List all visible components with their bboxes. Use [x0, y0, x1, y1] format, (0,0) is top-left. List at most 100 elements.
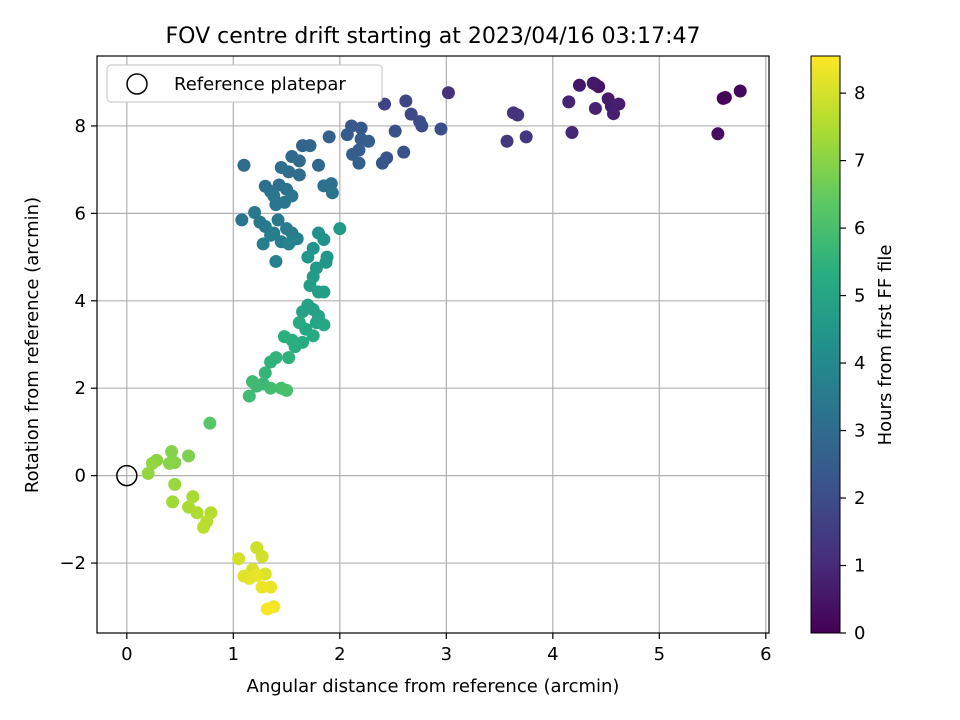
- data-point: [250, 568, 264, 582]
- data-point: [292, 168, 306, 182]
- data-point: [519, 130, 533, 144]
- data-point: [415, 119, 429, 133]
- y-tick-label: 8: [75, 116, 86, 137]
- data-point: [190, 506, 204, 520]
- colorbar-tick-label: 8: [854, 83, 865, 104]
- data-point: [500, 134, 514, 148]
- data-point: [733, 84, 747, 98]
- colorbar-tick-label: 1: [854, 556, 865, 577]
- y-tick-label: 2: [75, 378, 86, 399]
- data-point: [288, 340, 302, 354]
- colorbar-ticks: 0 1 2 3 4 5 6 7 8: [840, 83, 865, 644]
- data-point: [248, 205, 262, 219]
- x-tick-label: 2: [334, 644, 345, 665]
- x-tick-label: 6: [760, 644, 771, 665]
- data-point: [296, 305, 310, 319]
- colorbar-tick-label: 0: [854, 623, 865, 644]
- colorbar-tick-label: 2: [854, 488, 865, 509]
- data-point: [277, 195, 291, 209]
- y-axis-label: Rotation from reference (arcmin): [22, 197, 43, 493]
- data-point: [562, 95, 576, 109]
- colorbar-tick-label: 7: [854, 151, 865, 172]
- data-point: [141, 466, 155, 480]
- colorbar-gradient: [810, 55, 841, 634]
- data-point: [245, 375, 259, 389]
- colorbar: 0 1 2 3 4 5 6 7 8 Hours from first FF file: [810, 55, 896, 644]
- data-point: [165, 445, 179, 459]
- x-axis-label: Angular distance from reference (arcmin): [247, 676, 620, 697]
- data-point: [237, 158, 251, 172]
- data-point: [203, 416, 217, 430]
- data-point: [441, 86, 455, 100]
- data-point: [269, 254, 283, 268]
- x-tick-label: 3: [441, 644, 452, 665]
- data-point: [235, 213, 249, 227]
- data-point: [340, 128, 354, 142]
- colorbar-label: Hours from first FF file: [875, 245, 896, 446]
- x-tick-label: 0: [121, 644, 132, 665]
- x-tick-label: 4: [547, 644, 558, 665]
- data-point: [264, 228, 278, 242]
- data-point: [282, 237, 296, 251]
- data-point: [162, 456, 176, 470]
- data-point: [711, 127, 725, 141]
- data-point: [242, 389, 256, 403]
- legend: Reference platepar: [106, 64, 383, 103]
- data-point: [397, 145, 411, 159]
- data-point: [404, 107, 418, 121]
- data-point: [260, 602, 274, 616]
- data-point: [325, 186, 339, 200]
- plot-frame: [96, 55, 770, 634]
- data-point: [168, 477, 182, 491]
- data-point: [255, 580, 269, 594]
- data-point: [612, 97, 626, 111]
- data-point: [292, 316, 306, 330]
- data-point: [511, 108, 525, 122]
- data-point: [280, 383, 294, 397]
- data-point: [586, 76, 600, 90]
- data-points: [116, 76, 747, 616]
- x-axis-ticks: 0 1 2 3 4 5 6: [121, 633, 772, 665]
- data-point: [232, 552, 246, 566]
- data-point: [255, 550, 269, 564]
- data-point: [269, 351, 283, 365]
- y-tick-label: 0: [75, 466, 86, 487]
- data-point: [264, 381, 278, 395]
- data-point: [362, 134, 376, 148]
- data-point: [319, 255, 333, 269]
- data-point: [399, 94, 413, 108]
- data-point: [716, 91, 730, 105]
- data-point: [572, 78, 586, 92]
- legend-reference-marker: [126, 73, 148, 95]
- data-point: [292, 154, 306, 168]
- data-point: [352, 156, 366, 170]
- data-point: [306, 329, 320, 343]
- data-point: [271, 213, 285, 227]
- y-tick-label: 4: [75, 291, 86, 312]
- data-point: [317, 318, 331, 332]
- colorbar-tick-label: 3: [854, 421, 865, 442]
- legend-box: [106, 64, 383, 103]
- data-point: [182, 449, 196, 463]
- data-point: [317, 233, 331, 247]
- data-point: [303, 139, 317, 153]
- data-point: [274, 160, 288, 174]
- legend-label: Reference platepar: [174, 74, 346, 95]
- x-tick-label: 5: [654, 644, 665, 665]
- data-point: [354, 121, 368, 135]
- data-point: [322, 130, 336, 144]
- x-tick-label: 1: [228, 644, 239, 665]
- data-point: [317, 285, 331, 299]
- data-point: [277, 330, 291, 344]
- data-point: [607, 107, 621, 121]
- data-point: [375, 156, 389, 170]
- data-point: [301, 250, 315, 264]
- colorbar-tick-label: 4: [854, 353, 865, 374]
- data-point: [565, 125, 579, 139]
- data-point: [434, 122, 448, 136]
- data-point: [588, 101, 602, 115]
- colorbar-tick-label: 6: [854, 218, 865, 239]
- chart-title: FOV centre drift starting at 2023/04/16 …: [166, 24, 701, 49]
- data-point: [186, 490, 200, 504]
